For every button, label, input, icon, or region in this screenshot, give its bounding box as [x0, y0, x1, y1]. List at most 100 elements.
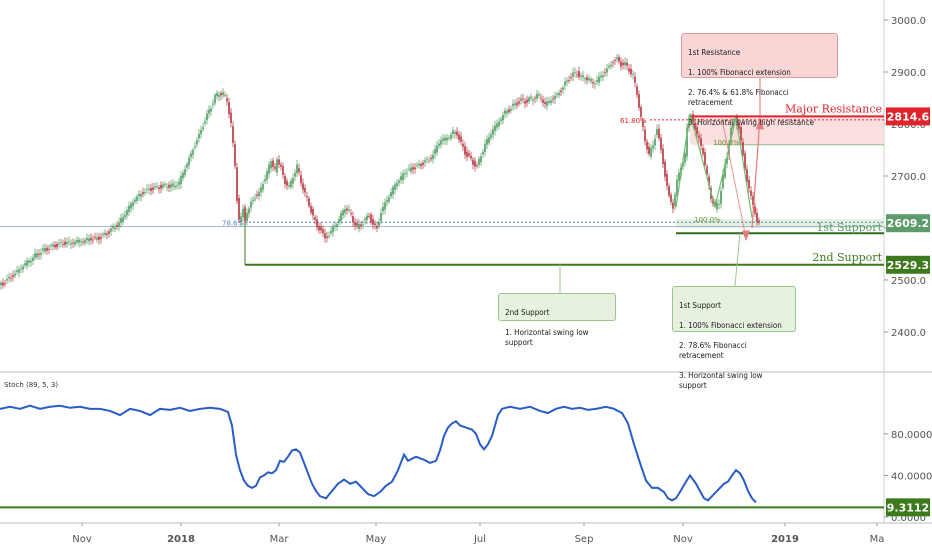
candle-body	[578, 71, 580, 77]
candle-body	[84, 240, 86, 244]
candle-body	[564, 81, 566, 86]
candle-body	[714, 203, 716, 206]
candle-body	[758, 220, 760, 223]
candle-body	[344, 209, 346, 214]
candle-body	[298, 168, 300, 173]
candle-body	[224, 94, 226, 96]
candle-body	[280, 164, 282, 167]
fib-100-lower-label: 100.0%	[694, 216, 721, 224]
candle-body	[558, 92, 560, 96]
candle-body	[104, 232, 106, 235]
stoch-line	[0, 404, 757, 504]
candle-body	[6, 278, 8, 281]
candle-body	[58, 243, 60, 245]
candle-body	[260, 187, 262, 193]
candle-body	[176, 185, 178, 187]
support2-note-line-1: 1. Horizontal swing low support	[505, 328, 589, 347]
candle-body	[134, 199, 136, 202]
candle-body	[56, 243, 58, 248]
fib-100-upper-label: 100.0%	[713, 139, 740, 147]
candle-body	[604, 72, 606, 73]
candle-body	[230, 112, 232, 124]
candle-body	[620, 61, 622, 67]
candle-body	[78, 239, 80, 243]
candle-body	[384, 202, 386, 210]
candle-body	[408, 168, 410, 170]
candle-body	[192, 149, 194, 155]
candle-body	[676, 179, 678, 196]
candle-body	[540, 98, 542, 100]
candle-body	[36, 253, 38, 258]
candle-body	[212, 103, 214, 105]
candle-body	[652, 145, 654, 149]
candle-body	[702, 147, 704, 155]
candle-body	[524, 101, 526, 104]
candle-body	[120, 218, 122, 223]
candle-body	[88, 238, 90, 242]
candle-body	[488, 137, 490, 143]
candle-body	[410, 167, 412, 172]
candle-body	[484, 144, 486, 152]
candle-body	[346, 208, 348, 211]
candle-body	[696, 127, 698, 135]
candle-body	[412, 167, 414, 170]
second-support-badge-bg	[886, 255, 930, 274]
candle-body	[66, 241, 68, 245]
candle-body	[42, 248, 44, 251]
candle-body	[34, 253, 36, 259]
candle-body	[184, 169, 186, 175]
candle-body	[528, 97, 530, 102]
candle-body	[586, 77, 588, 81]
candle-body	[716, 202, 718, 210]
candle-body	[290, 180, 292, 187]
candle-body	[648, 146, 650, 155]
candle-body	[374, 223, 376, 225]
candle-body	[504, 110, 506, 115]
candle-body	[622, 62, 624, 66]
candle-body	[250, 201, 252, 208]
first-support-badge: 2609.2	[887, 217, 929, 230]
candle-body	[126, 210, 128, 216]
candle-body	[62, 244, 64, 245]
candle-body	[226, 98, 228, 102]
candle-body	[670, 194, 672, 203]
candle-body	[544, 102, 546, 104]
time-axis-label: 2019	[771, 534, 799, 545]
candle-body	[282, 166, 284, 175]
candle-body	[296, 164, 298, 174]
candle-body	[482, 151, 484, 155]
candle-body	[756, 212, 758, 222]
candle-body	[340, 213, 342, 221]
candle-body	[452, 130, 454, 135]
candle-body	[232, 126, 234, 143]
candle-body	[630, 68, 632, 75]
candle-body	[584, 78, 586, 80]
candle-body	[360, 224, 362, 227]
candle-body	[426, 158, 428, 160]
candle-body	[322, 229, 324, 234]
candle-body	[414, 167, 416, 170]
candle-body	[272, 160, 274, 167]
candle-body	[718, 204, 720, 205]
candle-body	[536, 93, 538, 99]
price-tick-label: 2400.0	[891, 328, 926, 339]
candle-body	[20, 268, 22, 270]
candle-body	[228, 102, 230, 115]
candle-body	[698, 135, 700, 139]
candle-body	[628, 68, 630, 72]
major-resistance-badge-bg	[886, 107, 930, 126]
candle-body	[704, 152, 706, 165]
candle-body	[654, 138, 656, 146]
candle-body	[468, 153, 470, 156]
candle-body	[568, 80, 570, 82]
candle-body	[268, 164, 270, 174]
resistance-note-line-2: 2. 76.4% & 61.8% Fibonacci retracement	[688, 88, 789, 107]
candle-body	[186, 163, 188, 168]
candle-body	[614, 60, 616, 61]
candle-body	[590, 79, 592, 82]
candle-body	[148, 188, 150, 191]
candle-body	[466, 151, 468, 158]
candle-body	[70, 243, 72, 245]
